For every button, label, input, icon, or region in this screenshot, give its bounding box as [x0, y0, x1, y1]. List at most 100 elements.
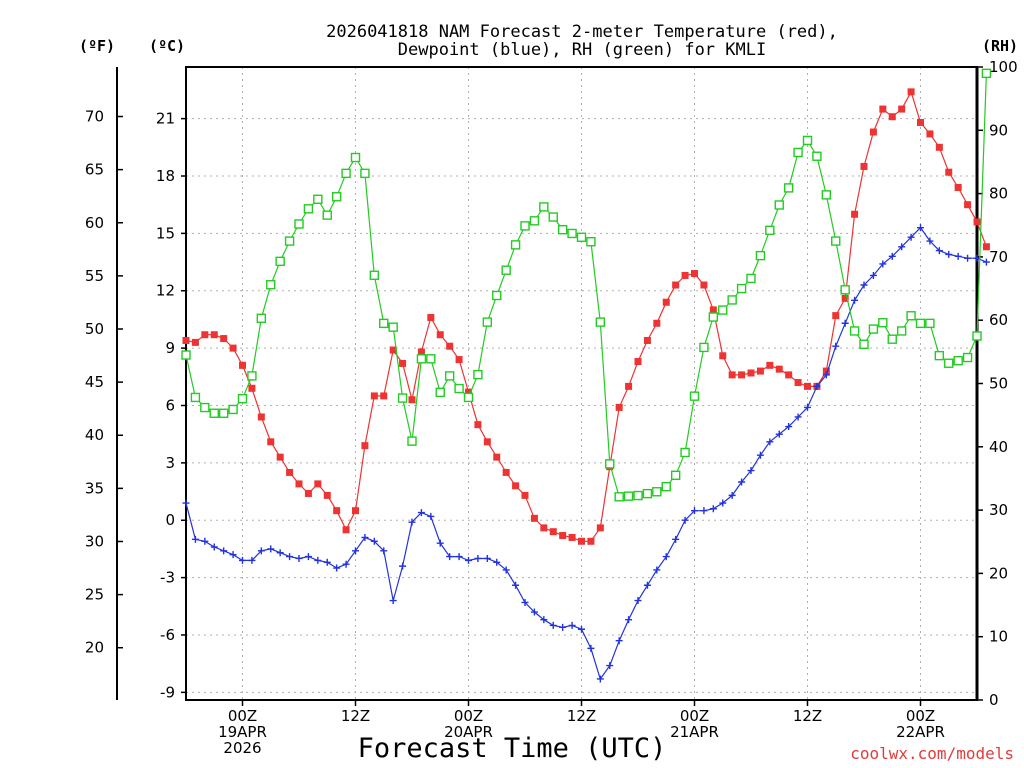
- fahrenheit-tick-label: 60: [85, 214, 104, 232]
- rh-point: [444, 371, 455, 381]
- rh-point: [708, 312, 719, 322]
- rh-point: [228, 404, 238, 415]
- dewpoint-point: [700, 507, 708, 515]
- rh-tick-label: 20: [989, 564, 1008, 582]
- dewpoint-point: [747, 467, 755, 475]
- dewpoint-point: [615, 637, 623, 645]
- rh-point: [793, 147, 803, 158]
- rh-point: [906, 311, 916, 321]
- rh-point: [765, 225, 775, 236]
- rh-point: [736, 283, 747, 294]
- temperature-point: [832, 312, 840, 320]
- dewpoint-point: [719, 499, 727, 507]
- celsius-tick-label: 9: [165, 339, 175, 357]
- rh-point: [501, 265, 511, 275]
- dewpoint-point: [860, 281, 868, 289]
- rh-point: [237, 393, 248, 404]
- chart-title-line2: Dewpoint (blue), RH (green) for KMLI: [398, 40, 766, 60]
- dewpoint-point: [954, 252, 962, 260]
- rh-point: [463, 392, 474, 403]
- temperature-point: [738, 371, 746, 379]
- x-tick-label: 21APR: [670, 723, 719, 741]
- rh-point: [529, 216, 540, 226]
- rh-point: [397, 393, 408, 403]
- temperature-point: [804, 382, 811, 390]
- celsius-tick-label: 12: [156, 282, 175, 300]
- dewpoint-point: [935, 247, 943, 255]
- x-tick-label: 12Z: [567, 707, 596, 725]
- temperature-point: [370, 392, 378, 400]
- temperature-point: [907, 88, 915, 96]
- fahrenheit-tick-label: 65: [85, 161, 104, 179]
- dewpoint-point: [709, 505, 717, 513]
- rh-point: [915, 318, 926, 329]
- dewpoint-point: [738, 478, 746, 486]
- x-tick-label: 2026: [223, 739, 261, 757]
- temperature-point: [191, 338, 199, 346]
- rh-point: [586, 237, 596, 247]
- dewpoint-point: [549, 621, 557, 629]
- rh-point: [981, 68, 992, 79]
- rh-point: [934, 350, 945, 361]
- rh-point: [821, 190, 832, 200]
- temperature-point: [220, 335, 228, 343]
- dewpoint-point: [804, 403, 811, 411]
- series-rh: [181, 68, 992, 502]
- rh-point: [783, 183, 794, 193]
- dewpoint-point: [672, 535, 680, 543]
- temperature-point: [709, 306, 717, 314]
- rh-point: [548, 212, 558, 222]
- temperature-point: [530, 514, 538, 522]
- fahrenheit-tick-label: 50: [85, 320, 104, 338]
- temperature-point: [596, 524, 604, 532]
- temperature-point: [728, 371, 736, 379]
- dewpoint-point: [625, 616, 633, 624]
- dewpoint-point: [276, 549, 284, 557]
- dewpoint-point: [568, 621, 576, 629]
- dewpoint-point: [512, 581, 520, 589]
- temperature-point: [465, 388, 472, 396]
- rh-point: [727, 295, 737, 305]
- x-tick-label: 00Z: [906, 707, 935, 725]
- rh-point: [567, 228, 577, 239]
- temperature-point: [352, 507, 359, 515]
- celsius-tick-label: 15: [156, 224, 175, 242]
- rh-point: [416, 354, 427, 364]
- temperature-point: [408, 396, 416, 404]
- dewpoint-point: [333, 564, 341, 572]
- temperature-point: [926, 130, 934, 138]
- rh-point: [200, 402, 210, 413]
- dewpoint-point: [813, 382, 821, 390]
- temperature-point: [587, 537, 595, 545]
- rh-point: [360, 168, 370, 179]
- rh-point: [331, 192, 342, 202]
- celsius-tick-label: -3: [160, 569, 175, 587]
- dewpoint-point: [323, 558, 331, 566]
- rh-tick-label: 50: [989, 375, 1008, 393]
- rh-point: [623, 491, 634, 501]
- rh-point: [388, 322, 398, 332]
- rh-point: [849, 326, 860, 336]
- temperature-point: [662, 298, 670, 306]
- dewpoint-point: [210, 543, 218, 551]
- temperature-point: [540, 524, 548, 532]
- rh-point: [633, 490, 643, 501]
- temperature-point: [286, 468, 294, 476]
- temperature-point: [182, 336, 190, 344]
- dewpoint-point: [361, 533, 369, 541]
- temperature-point: [201, 331, 209, 339]
- rh-point: [435, 387, 445, 398]
- chart-title-line1: 2026041818 NAM Forecast 2-meter Temperat…: [326, 22, 838, 42]
- rh-point: [520, 221, 530, 231]
- temperature-point: [474, 421, 482, 429]
- dewpoint-point: [342, 560, 350, 568]
- dewpoint-point: [785, 423, 793, 431]
- fahrenheit-tick-label: 55: [85, 267, 104, 285]
- data-series: [181, 68, 992, 683]
- rh-point: [802, 135, 813, 146]
- dewpoint-point: [926, 237, 934, 245]
- dewpoint-point: [907, 233, 915, 241]
- dewpoint-point: [427, 512, 435, 520]
- rh-point: [266, 280, 276, 290]
- rh-point: [313, 194, 323, 204]
